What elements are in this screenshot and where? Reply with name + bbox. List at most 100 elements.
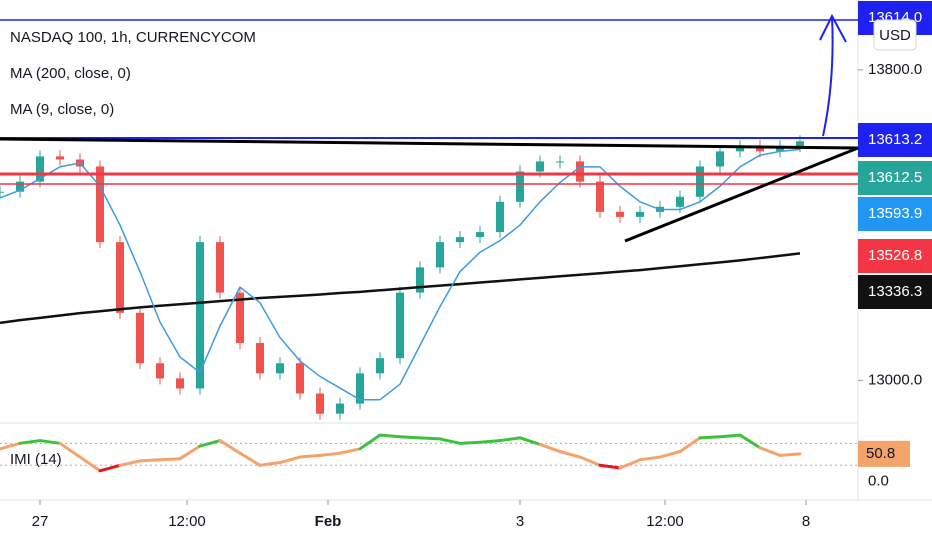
candle [196, 242, 204, 389]
candle [516, 171, 524, 202]
arrow [819, 13, 847, 137]
price-tag-bg [858, 161, 932, 195]
imi-segment [178, 444, 202, 461]
candle [736, 146, 744, 152]
indicator-label: MA (9, close, 0) [10, 101, 114, 118]
candle [336, 403, 344, 414]
candle [156, 363, 164, 379]
candle [256, 343, 264, 374]
imi-segment [398, 435, 422, 440]
candle [496, 201, 504, 233]
imi-segment [298, 453, 322, 459]
imi-segment [118, 459, 142, 467]
candle [96, 166, 104, 243]
price-tag-label: 13593.9 [868, 205, 922, 222]
imi-tag-bg [858, 440, 910, 467]
imi-segment [418, 436, 442, 441]
plot-area: 13000.0 13800.0 27 12:00 Feb 3 12:00 8 0.0 50.8 [0, 61, 922, 530]
candle [676, 196, 684, 207]
currency-button-bg[interactable] [873, 19, 917, 51]
price-tag-bg [858, 239, 932, 273]
imi-segment [738, 433, 762, 450]
imi-segment [158, 457, 182, 462]
candle [236, 292, 244, 344]
price-tag-bg [858, 275, 932, 309]
imi-segment [238, 451, 262, 467]
candle [296, 363, 304, 394]
legend: NASDAQ 100, 1h, CURRENCYCOM MA (200, clo… [10, 29, 256, 468]
x-tick-label: 12:00 [646, 513, 684, 530]
candle [636, 211, 644, 217]
imi-segment [718, 433, 742, 439]
candle [616, 211, 624, 217]
candle [576, 161, 584, 182]
candle [376, 358, 384, 374]
imi-segment [198, 439, 222, 448]
imi-segment [758, 446, 782, 457]
indicator-label: MA (200, close, 0) [10, 65, 131, 82]
imi-segment [258, 461, 282, 467]
imi-segment [0, 441, 22, 451]
candle [596, 181, 604, 212]
candle [0, 191, 4, 193]
candle [136, 312, 144, 364]
y-tick-label: 13800.0 [868, 61, 922, 78]
currency-button[interactable]: USD [873, 19, 917, 51]
candle [436, 242, 444, 268]
imi-tag: 50.8 [858, 440, 910, 467]
x-tick-label: 3 [516, 513, 524, 530]
candle [36, 156, 44, 182]
imi-segment [58, 441, 82, 459]
trend-line [0, 137, 859, 150]
candle [456, 237, 464, 243]
imi-segment [38, 439, 62, 445]
imi-segment [338, 447, 362, 455]
imi-segment [138, 458, 162, 463]
imi-tag-label: 50.8 [866, 445, 895, 462]
imi-segment [778, 452, 802, 457]
candle [16, 181, 24, 192]
price-tag-label: 13336.3 [868, 283, 922, 300]
candle [116, 242, 124, 313]
ma-line [0, 148, 801, 401]
price-tag-bg [858, 123, 932, 157]
imi-segment [498, 436, 522, 443]
candle [356, 373, 364, 404]
ma-line [0, 252, 801, 325]
imi-segment [578, 455, 602, 467]
candle [416, 267, 424, 293]
candle [716, 151, 724, 167]
imi-segment [678, 436, 702, 454]
y-tick-label: 13000.0 [868, 371, 922, 388]
imi-segment [538, 442, 562, 454]
candle [176, 378, 184, 389]
indicator-label: IMI (14) [10, 451, 62, 468]
candle [796, 141, 804, 147]
imi-segment [458, 440, 482, 445]
imi-segment [518, 436, 542, 446]
imi-segment [218, 439, 242, 455]
candle [476, 232, 484, 238]
candle [756, 146, 764, 152]
imi-segment [318, 451, 342, 457]
price-tag-label: 13526.8 [868, 247, 922, 264]
x-tick-label: Feb [315, 513, 342, 530]
chart-title: NASDAQ 100, 1h, CURRENCYCOM [10, 29, 256, 46]
imi-segment [558, 450, 582, 459]
trend-line [624, 146, 859, 243]
imi-segment [78, 455, 102, 473]
price-tag-label: 13613.2 [868, 131, 922, 148]
y-tick-label: 0.0 [868, 473, 889, 490]
candle [556, 161, 564, 163]
currency-label[interactable]: USD [879, 27, 911, 44]
x-tick-label: 12:00 [168, 513, 206, 530]
candle [316, 393, 324, 414]
candle [216, 242, 224, 293]
imi-segment [438, 437, 462, 445]
price-tag-label: 13612.5 [868, 169, 922, 186]
imi-segment [478, 439, 502, 444]
imi-segment [638, 455, 662, 462]
imi-segment [698, 435, 722, 440]
